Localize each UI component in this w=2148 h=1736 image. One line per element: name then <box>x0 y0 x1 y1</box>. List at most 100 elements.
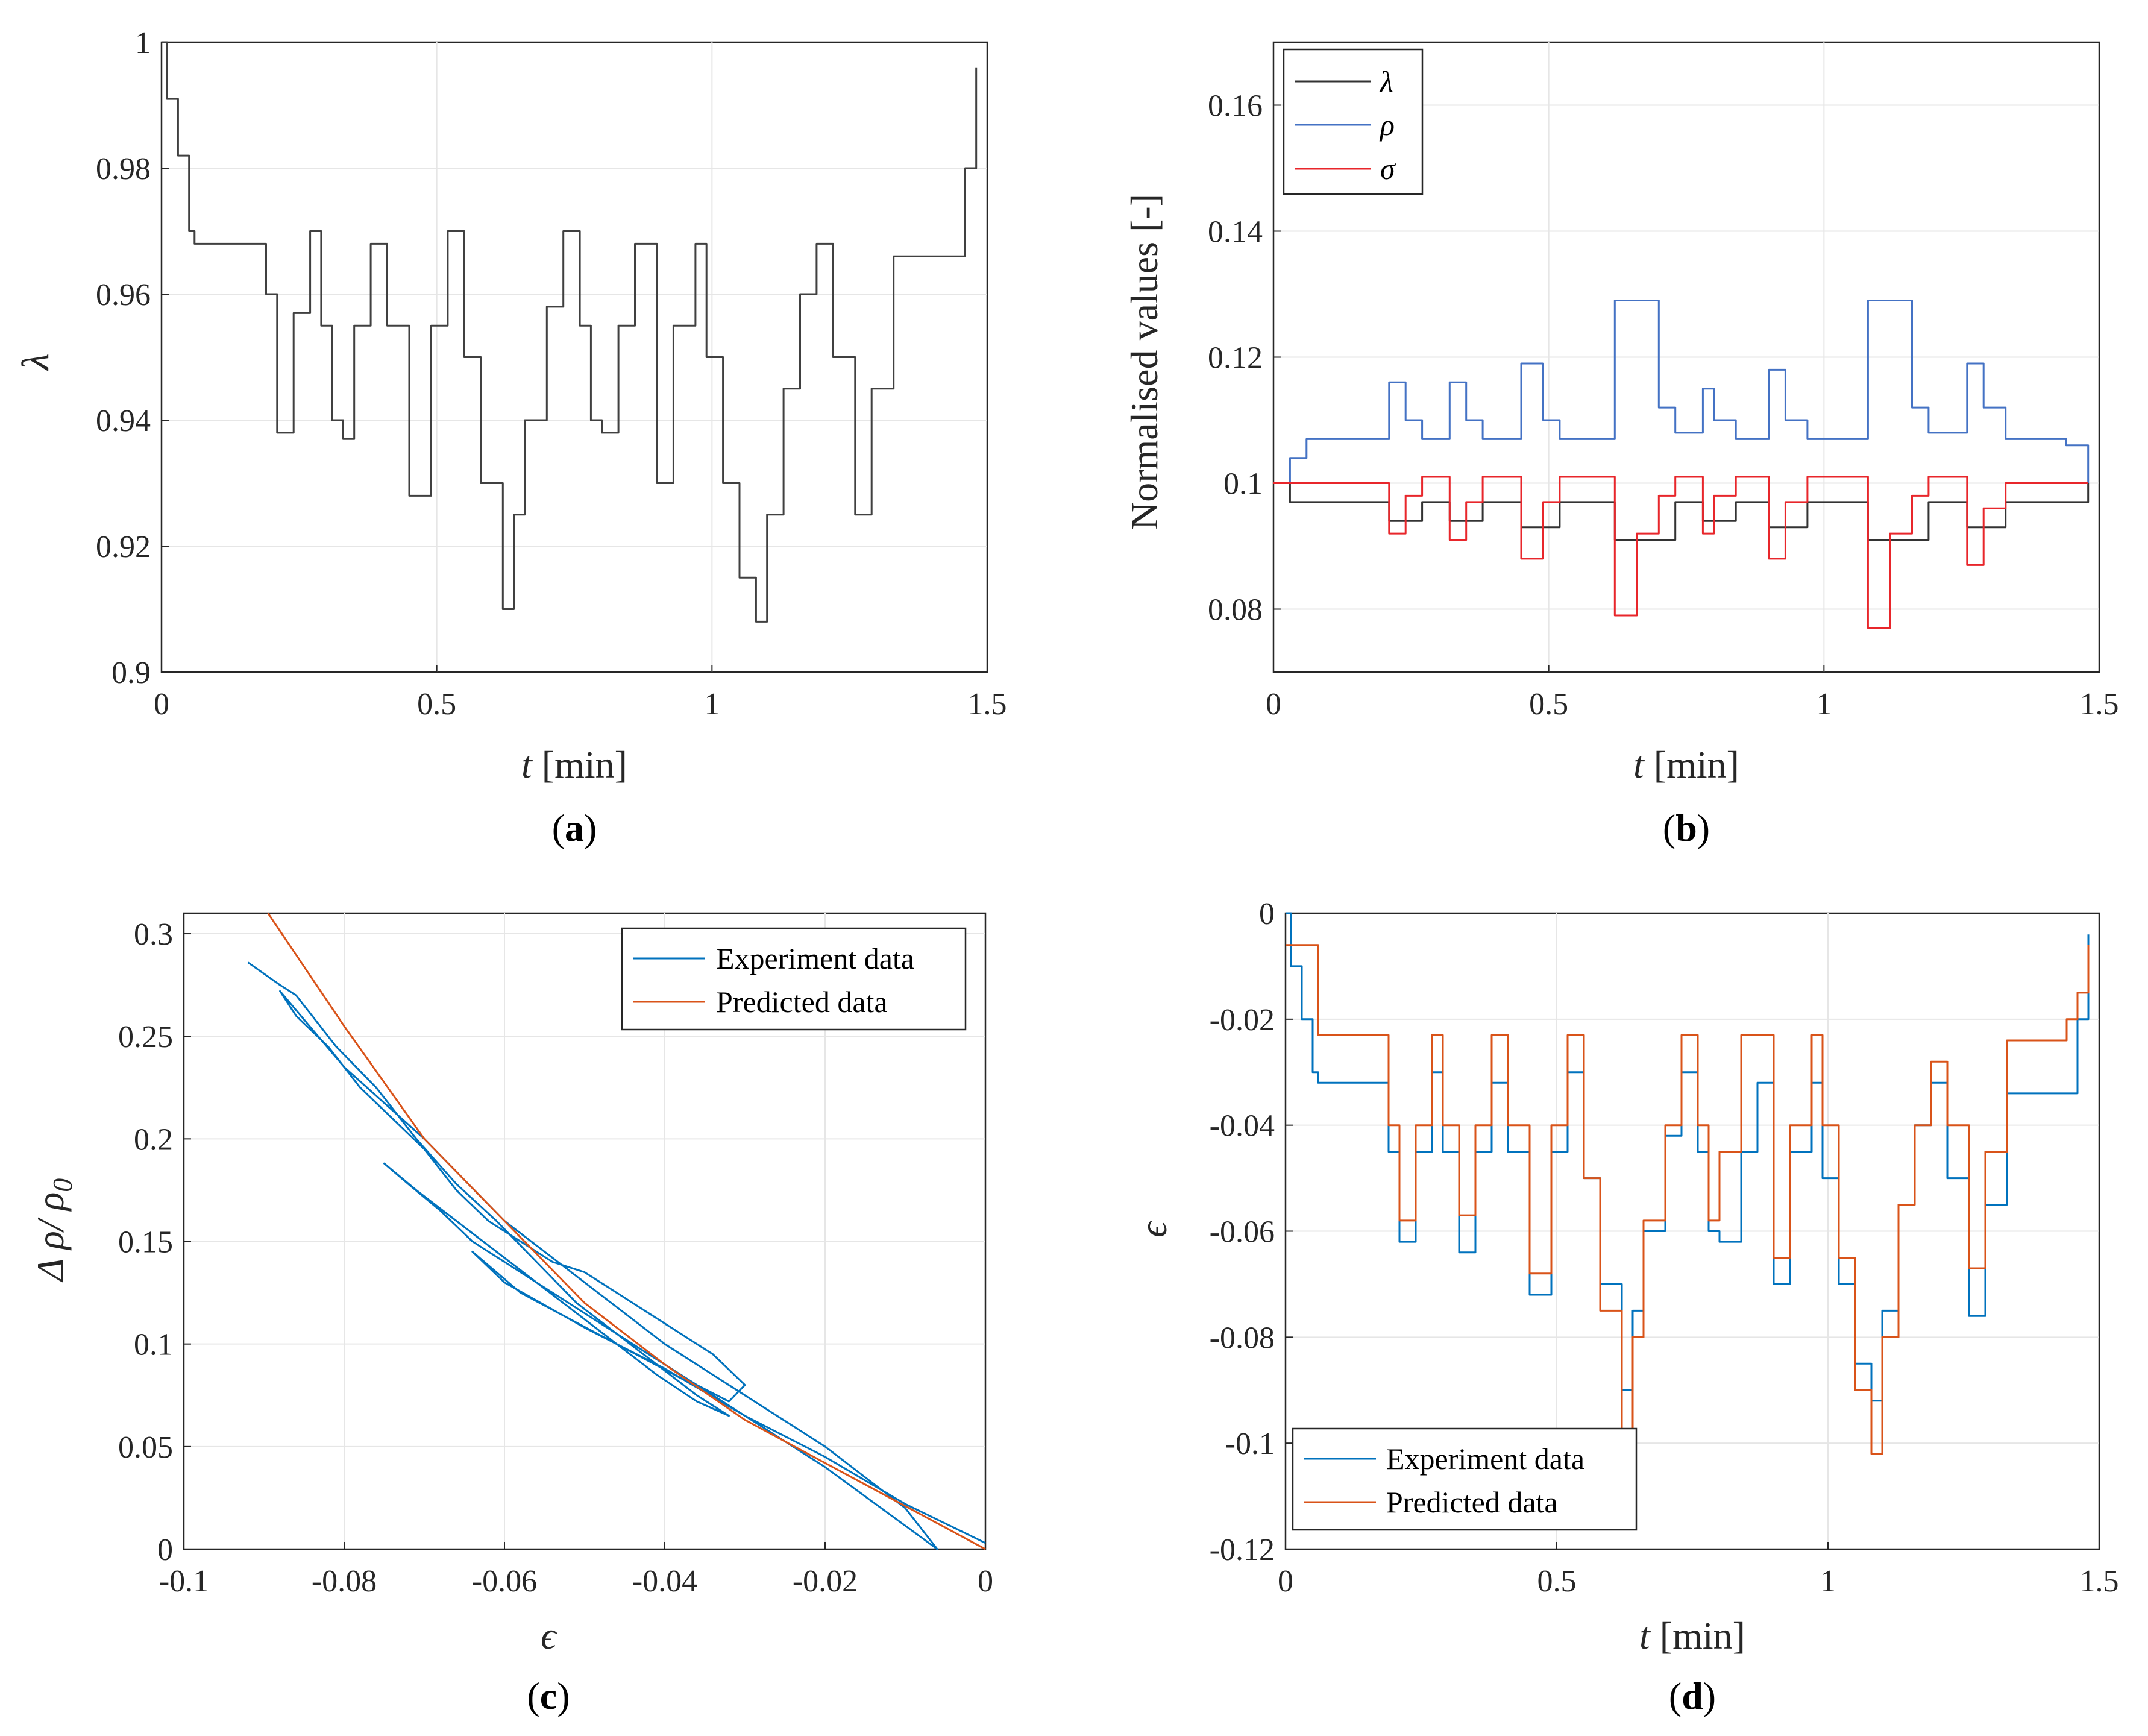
y-tick-label: 0.9 <box>111 656 151 690</box>
x-tick-label: 0 <box>1266 687 1281 722</box>
x-tick-label: 0.5 <box>1537 1564 1577 1599</box>
panel-b-xlabel: t [min] <box>1633 743 1739 786</box>
series-line-predicted-data <box>1286 944 2090 1455</box>
x-tick-label: -0.08 <box>312 1564 377 1599</box>
panel-b-legend-box <box>1283 48 1424 195</box>
y-tick-label: 0.98 <box>96 152 151 186</box>
y-tick-label: -0.06 <box>1210 1215 1275 1250</box>
panel-d-ticks: 0 0.5 1 1.5 -0.12 -0.1 -0.08 -0.06 -0.04 -0.02 0 <box>1210 897 2119 1599</box>
series-line-lambda <box>162 41 978 623</box>
panel-c-legend-box <box>621 927 967 1031</box>
y-tick-label: 0.16 <box>1208 89 1263 124</box>
panel-c-caption: (c) <box>527 1675 570 1717</box>
panel-a-grid <box>162 42 987 672</box>
y-tick-label: 1 <box>135 26 151 60</box>
panel-c-xlabel: ϵ <box>541 1614 557 1657</box>
y-tick-label: 0 <box>1259 897 1275 931</box>
y-tick-label: 0.92 <box>96 530 151 564</box>
x-tick-label: 0.5 <box>1529 687 1568 722</box>
y-tick-label: -0.02 <box>1210 1003 1275 1037</box>
x-tick-label: -0.1 <box>159 1564 209 1599</box>
panel-d-plot-area <box>1286 912 2090 1455</box>
y-tick-label: 0 <box>157 1533 173 1567</box>
y-tick-label: -0.1 <box>1225 1427 1275 1461</box>
panel-b-grid <box>1273 42 2099 672</box>
x-tick-label: 0 <box>1278 1564 1293 1599</box>
x-tick-label: 0 <box>154 687 169 722</box>
panel-d-caption-letter: d <box>1682 1675 1703 1717</box>
y-tick-label: 0.14 <box>1208 215 1263 250</box>
y-tick-label: 0.08 <box>1208 593 1263 627</box>
panel-a-xlabel: t [min] <box>521 743 627 786</box>
series-line-predicted-data <box>267 913 986 1550</box>
panel-a-ylabel: λ <box>14 353 57 371</box>
y-tick-label: 0.05 <box>118 1430 173 1465</box>
panel-d-caption: (d) <box>1669 1675 1716 1717</box>
panel-d-legend: Experiment data Predicted data <box>1292 1427 1638 1531</box>
panel-c-ticks: -0.1 -0.08 -0.06 -0.04 -0.02 0 0 0.05 0.1 0.15 0.2… <box>118 917 993 1599</box>
panel-b-ticks: 0 0.5 1 1.5 0.08 0.1 0.12 0.14 0.16 <box>1208 89 2119 722</box>
panel-c: -0.1 -0.08 -0.06 -0.04 -0.02 0 0 0.05 0.1 0.15 0.2… <box>29 912 993 1717</box>
panel-b-plot-area <box>1273 300 2090 629</box>
series-line-lambda <box>1273 482 2090 541</box>
panel-d-xlabel: t [min] <box>1639 1614 1745 1657</box>
panel-c-ylabel-main: Δ ρ/ ρ <box>29 1192 72 1283</box>
panel-c-ylabel: Δ ρ/ ρ0 <box>29 1178 78 1283</box>
x-tick-label: 1 <box>1816 687 1832 722</box>
panel-d-xlabel-unit: [min] <box>1660 1614 1745 1657</box>
y-tick-label: 0.25 <box>118 1020 173 1054</box>
panel-b-caption-letter: b <box>1675 807 1697 849</box>
panel-a: 0 0.5 1 1.5 0.9 0.92 0.94 0.96 0.98 1 λ t [min] (… <box>14 26 1007 849</box>
panel-b-xlabel-var: t <box>1633 743 1645 786</box>
x-tick-label: -0.02 <box>793 1564 858 1599</box>
panel-c-plot-area <box>247 913 986 1550</box>
x-tick-label: 1 <box>704 687 720 722</box>
y-tick-label: 0.94 <box>96 404 151 438</box>
y-tick-label: 0.96 <box>96 278 151 312</box>
panel-a-xlabel-unit: [min] <box>542 743 627 786</box>
panel-c-axes-box <box>183 912 987 1550</box>
panel-a-ticks: 0 0.5 1 1.5 0.9 0.92 0.94 0.96 0.98 1 <box>96 26 1007 722</box>
panel-a-caption-letter: a <box>565 807 584 849</box>
panel-d-xlabel-var: t <box>1639 1614 1651 1657</box>
panel-b-legend-label-sigma: σ <box>1380 152 1396 186</box>
panel-b-legend-label-rho: ρ <box>1379 108 1395 142</box>
series-line-sigma <box>1273 476 2088 629</box>
panel-c-caption-letter: c <box>540 1675 557 1717</box>
panel-d-legend-label-experiment: Experiment data <box>1386 1442 1584 1476</box>
panel-a-caption: (a) <box>552 807 597 849</box>
panel-b-ylabel: Normalised values [-] <box>1123 193 1166 530</box>
panel-b-legend-label-lambda: λ <box>1379 64 1393 98</box>
x-tick-label: -0.06 <box>472 1564 537 1599</box>
y-tick-label: 0.15 <box>118 1225 173 1260</box>
x-tick-label: 1.5 <box>2080 687 2119 722</box>
y-tick-label: -0.08 <box>1210 1321 1275 1355</box>
y-tick-label: -0.12 <box>1210 1533 1275 1567</box>
y-tick-label: 0.1 <box>134 1328 173 1362</box>
series-line-experiment-data <box>1286 912 2090 1402</box>
panel-c-legend: Experiment data Predicted data <box>621 927 967 1031</box>
panel-d-legend-box <box>1292 1427 1638 1531</box>
panel-b-xlabel-unit: [min] <box>1654 743 1739 786</box>
x-tick-label: 1.5 <box>2080 1564 2119 1599</box>
panel-d: 0 0.5 1 1.5 -0.12 -0.1 -0.08 -0.06 -0.04 -0.02 0 ϵ… <box>1132 897 2119 1717</box>
panel-a-axes-box <box>160 41 988 673</box>
x-tick-label: 0 <box>978 1564 993 1599</box>
panel-c-legend-label-predicted: Predicted data <box>716 985 888 1019</box>
panel-a-plot-area <box>162 41 978 623</box>
y-tick-label: 0.2 <box>134 1122 173 1157</box>
y-tick-label: 0.12 <box>1208 341 1263 376</box>
panel-d-ylabel: ϵ <box>1132 1221 1175 1238</box>
panel-b-caption: (b) <box>1663 807 1710 849</box>
panel-c-ylabel-sub: 0 <box>47 1178 78 1192</box>
x-tick-label: 1.5 <box>968 687 1007 722</box>
y-tick-label: -0.04 <box>1210 1109 1275 1143</box>
series-line-rho <box>1273 300 2090 484</box>
series-line-experiment-data <box>247 961 986 1550</box>
panel-d-legend-label-predicted: Predicted data <box>1386 1485 1558 1519</box>
y-tick-label: 0.1 <box>1223 467 1263 502</box>
x-tick-label: 1 <box>1820 1564 1836 1599</box>
panel-b-legend: λ ρ σ <box>1283 48 1424 195</box>
x-tick-label: -0.04 <box>632 1564 697 1599</box>
